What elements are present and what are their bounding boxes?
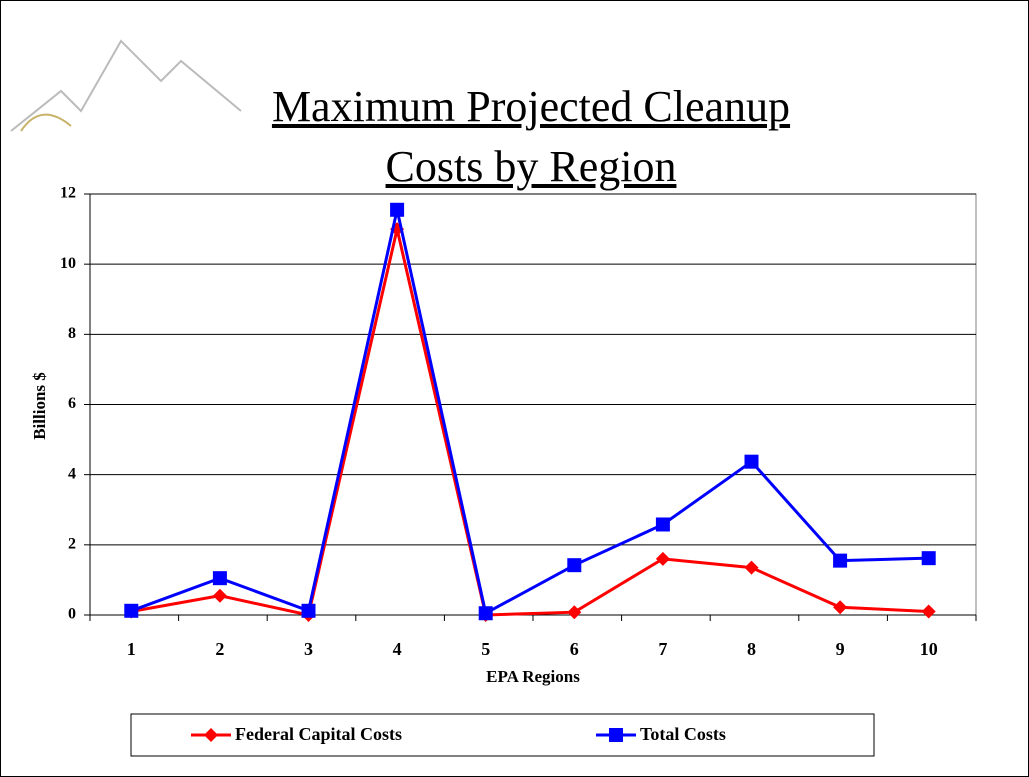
data-point <box>213 571 227 585</box>
legend-label: Total Costs <box>640 724 726 744</box>
y-tick-label: 4 <box>68 465 76 482</box>
y-tick-label: 10 <box>60 255 76 272</box>
data-point <box>479 606 493 620</box>
data-point <box>124 604 138 618</box>
x-tick-label: 7 <box>658 639 667 659</box>
data-point <box>922 551 936 565</box>
slide: Billions $ EPA Regions 02468101212345678… <box>0 0 1029 777</box>
legend-marker <box>609 728 623 742</box>
y-tick-label: 12 <box>60 185 76 202</box>
x-tick-label: 5 <box>481 639 490 659</box>
y-tick-label: 6 <box>68 395 76 412</box>
data-point <box>745 455 759 469</box>
y-tick-label: 0 <box>68 606 76 623</box>
x-tick-label: 4 <box>393 639 402 659</box>
y-tick-label: 8 <box>68 325 76 342</box>
x-tick-label: 3 <box>304 639 313 659</box>
x-tick-label: 1 <box>127 639 136 659</box>
y-axis-label: Billions $ <box>30 372 49 440</box>
x-tick-label: 10 <box>920 639 938 659</box>
x-tick-label: 2 <box>215 639 224 659</box>
x-axis-label: EPA Regions <box>486 667 580 686</box>
data-point <box>656 517 670 531</box>
data-point <box>567 558 581 572</box>
data-point <box>833 554 847 568</box>
x-tick-label: 6 <box>570 639 579 659</box>
data-point <box>390 203 404 217</box>
x-tick-label: 8 <box>747 639 756 659</box>
legend-label: Federal Capital Costs <box>235 724 402 744</box>
logo <box>11 41 241 131</box>
y-tick-label: 2 <box>68 536 76 553</box>
data-point <box>302 604 316 618</box>
x-tick-label: 9 <box>836 639 845 659</box>
chart-title: Maximum Projected Cleanup Costs by Regio… <box>271 77 791 197</box>
